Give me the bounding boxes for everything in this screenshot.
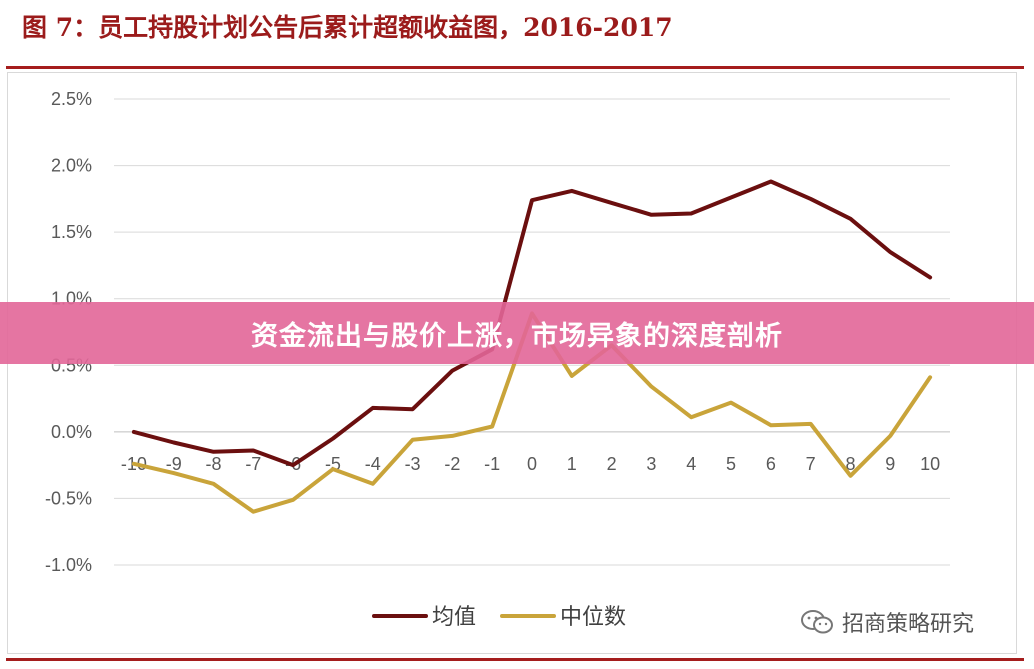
x-tick-label: 10 bbox=[920, 454, 940, 474]
y-tick-label: -0.5% bbox=[45, 488, 92, 508]
x-tick-label: -4 bbox=[365, 454, 381, 474]
x-tick-label: 4 bbox=[686, 454, 696, 474]
x-tick-label: 8 bbox=[845, 454, 855, 474]
y-tick-label: 2.5% bbox=[51, 89, 92, 109]
x-tick-label: -3 bbox=[405, 454, 421, 474]
y-tick-label: 0.0% bbox=[51, 422, 92, 442]
x-tick-label: 7 bbox=[806, 454, 816, 474]
wechat-icon bbox=[801, 610, 833, 634]
x-tick-label: -2 bbox=[444, 454, 460, 474]
bottom-rule bbox=[6, 658, 1024, 661]
x-tick-label: 3 bbox=[646, 454, 656, 474]
y-tick-label: 1.5% bbox=[51, 222, 92, 242]
banner-text: 资金流出与股价上涨，市场异象的深度剖析 bbox=[251, 320, 783, 352]
x-tick-label: 9 bbox=[885, 454, 895, 474]
watermark: 招商策略研究 bbox=[800, 606, 974, 638]
x-tick-label: -9 bbox=[166, 454, 182, 474]
x-tick-label: -7 bbox=[245, 454, 261, 474]
y-tick-label: 2.0% bbox=[51, 156, 92, 176]
x-tick-label: -1 bbox=[484, 454, 500, 474]
legend-label-median: 中位数 bbox=[560, 605, 626, 630]
x-tick-label: 1 bbox=[567, 454, 577, 474]
top-rule bbox=[6, 66, 1024, 69]
x-tick-label: 6 bbox=[766, 454, 776, 474]
x-tick-label: 0 bbox=[527, 454, 537, 474]
chart-title: 图 7：员工持股计划公告后累计超额收益图，2016-2017 bbox=[22, 13, 673, 42]
series-line-mean bbox=[131, 179, 933, 468]
x-tick-label: 2 bbox=[607, 454, 617, 474]
headline-banner: 资金流出与股价上涨，市场异象的深度剖析 bbox=[0, 302, 1034, 364]
x-tick-label: 5 bbox=[726, 454, 736, 474]
watermark-text: 招商策略研究 bbox=[842, 612, 975, 637]
x-tick-label: -8 bbox=[206, 454, 222, 474]
legend-label-mean: 均值 bbox=[432, 605, 476, 630]
y-tick-label: -1.0% bbox=[45, 555, 92, 575]
